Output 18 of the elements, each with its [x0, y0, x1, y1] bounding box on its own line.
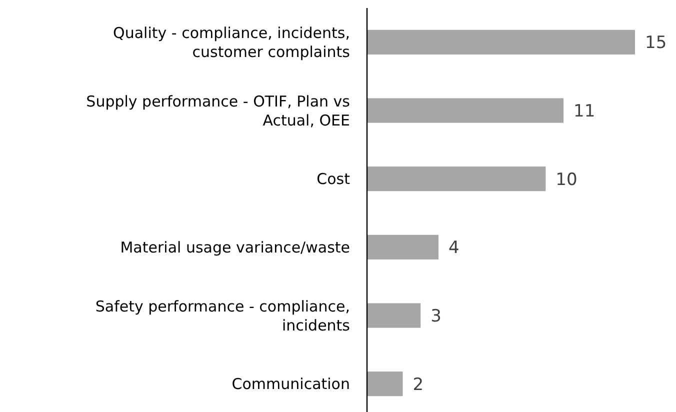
bar — [367, 303, 421, 328]
bar — [367, 30, 635, 54]
y-tick-label: Quality - compliance, incidents, customer complaints — [113, 24, 350, 61]
data-label: 15 — [645, 33, 667, 54]
data-label: 2 — [412, 374, 424, 395]
y-tick-label: Communication — [232, 375, 350, 394]
y-tick-label: Material usage variance/waste — [120, 238, 350, 256]
bar — [367, 98, 564, 123]
y-tick-label: Safety performance - compliance, incidents — [95, 297, 350, 334]
y-tick-label: Cost — [316, 170, 350, 188]
data-label: 4 — [448, 238, 460, 258]
y-tick-label: Supply performance - OTIF, Plan vs Actual, OEE — [86, 92, 350, 130]
data-label: 3 — [430, 306, 442, 326]
data-label: 11 — [574, 101, 596, 122]
bar — [367, 166, 546, 192]
data-label: 10 — [556, 170, 578, 190]
bar — [367, 234, 438, 260]
bar — [367, 372, 403, 396]
